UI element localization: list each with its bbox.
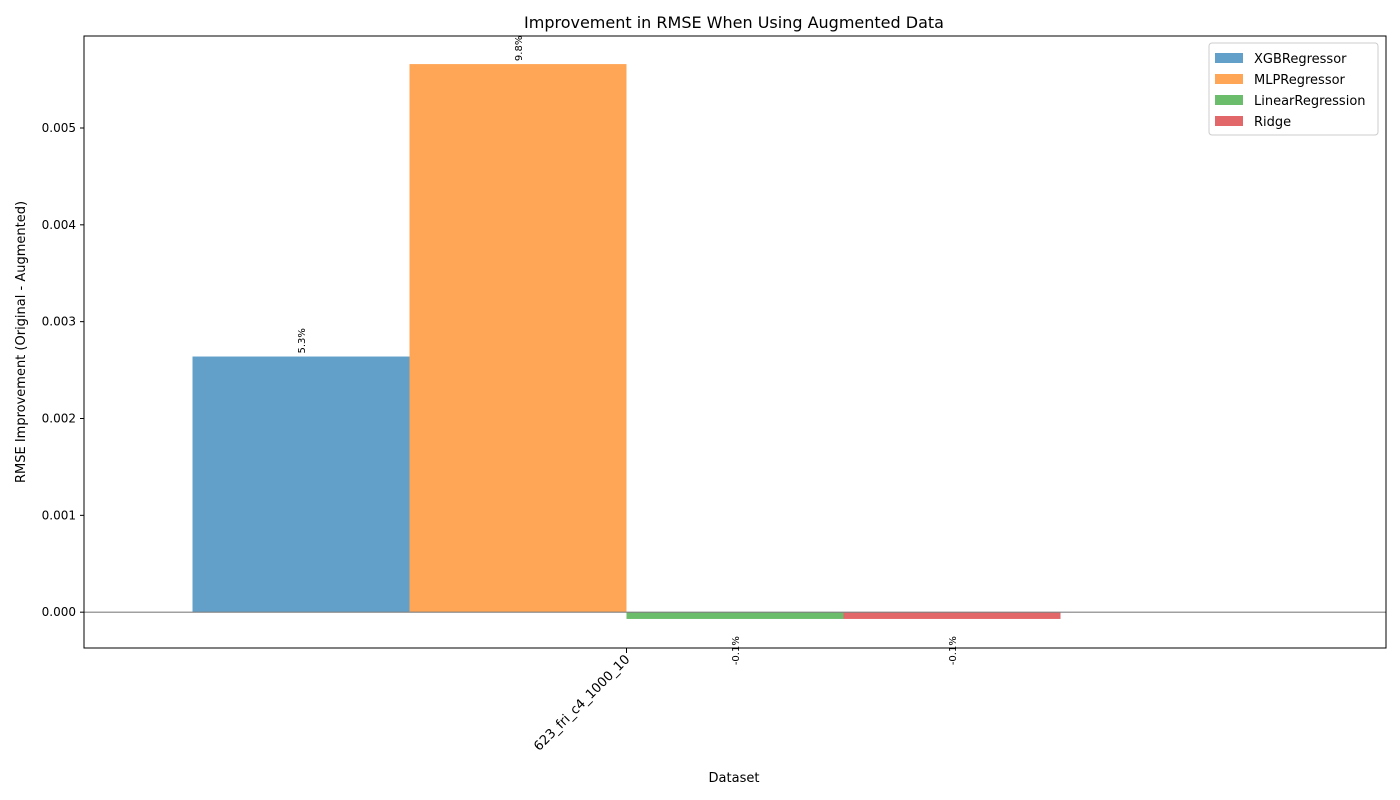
bar-value-label: -0.1%	[948, 636, 959, 665]
legend-entry: MLPRegressor	[1254, 73, 1346, 88]
legend-swatch	[1215, 116, 1243, 126]
legend-entry: XGBRegressor	[1254, 52, 1347, 67]
y-axis-label: RMSE Improvement (Original - Augmented)	[14, 201, 29, 483]
bar-ridge	[843, 612, 1061, 619]
legend-entry: LinearRegression	[1254, 94, 1366, 109]
bar-value-label: -0.1%	[731, 636, 742, 665]
bar-mlpregressor	[409, 64, 627, 613]
y-tick-label: 0.004	[42, 218, 76, 232]
legend-swatch	[1215, 53, 1243, 63]
chart-title: Improvement in RMSE When Using Augmented…	[524, 13, 944, 32]
bar-xgbregressor	[192, 356, 410, 613]
x-axis: 623_fri_c4_1000_10	[531, 648, 633, 754]
legend: XGBRegressor MLPRegressor LinearRegression…	[1208, 42, 1379, 136]
y-tick-label: 0.001	[42, 508, 76, 522]
plot-frame	[83, 35, 1387, 649]
y-tick-label: 0.002	[42, 412, 76, 426]
y-tick-label: 0.003	[42, 315, 76, 329]
legend-swatch	[1215, 74, 1243, 84]
legend-box	[1208, 42, 1379, 136]
legend-swatch	[1215, 95, 1243, 105]
y-tick-label: 0.000	[42, 605, 76, 619]
x-tick-label: 623_fri_c4_1000_10	[531, 652, 633, 754]
y-tick-label: 0.005	[42, 121, 76, 135]
bars-group: 5.3% 9.8% -0.1% -0.1%	[192, 36, 1061, 665]
bar-value-label: 9.8%	[514, 36, 525, 61]
y-axis: 0.000 0.001 0.002 0.003 0.004 0.005	[42, 121, 84, 619]
legend-entry: Ridge	[1254, 115, 1291, 130]
bar-linearregression	[626, 612, 844, 619]
bar-value-label: 5.3%	[297, 328, 308, 353]
x-axis-label: Dataset	[709, 771, 760, 786]
